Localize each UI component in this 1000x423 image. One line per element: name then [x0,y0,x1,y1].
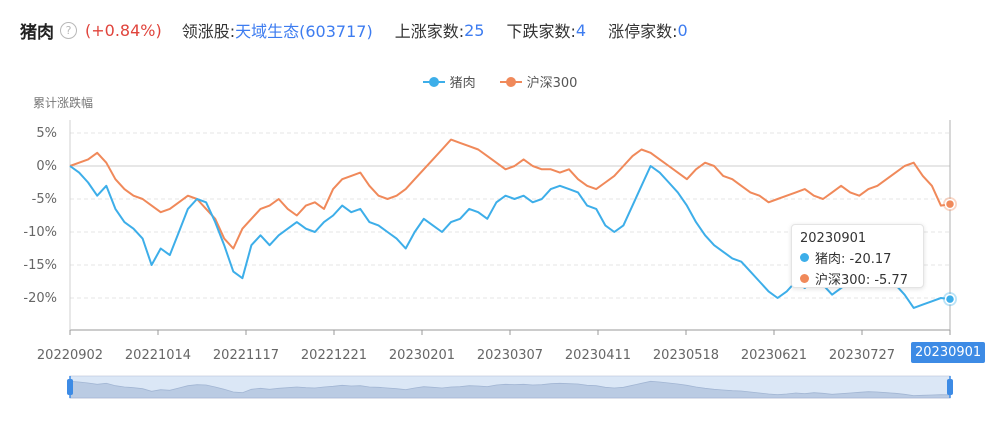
y-tick-label: -5% [32,192,57,207]
x-tick-label: 20220902 [37,348,103,363]
slider-handle-left [67,379,73,395]
legend-item-hs300[interactable]: 沪深300 [499,72,578,91]
lead-stock-link[interactable]: 天域生态(603717) [235,22,373,41]
legend-label-pork: 猪肉 [449,76,476,91]
grid-lines [70,132,950,299]
slider-preview-area [69,380,951,399]
chart-legend: 猪肉 沪深300 [0,72,1000,91]
legend-swatch-hs300 [499,76,522,87]
x-tick-label: 20230411 [565,348,631,363]
tooltip-hs300-value: 沪深300: -5.77 [815,273,908,288]
zoom-slider[interactable] [67,375,953,399]
x-tick-label: 20230621 [741,348,807,363]
tooltip-dot-pork [800,253,809,262]
x-tick-label: 20221117 [213,348,279,363]
x-tick-label: 20221221 [301,348,367,363]
limit-up-count-value: 0 [677,20,688,40]
tooltip-row-hs300: 沪深300: -5.77 [800,269,915,288]
header-bar: 猪肉 ? (+0.84%) 领涨股: 天域生态(603717) 上涨家数: 25… [20,16,710,44]
series-line [69,138,951,250]
y-tick-label: -15% [23,258,57,273]
y-tick-label: -10% [23,225,57,240]
slider-handle-right [947,379,953,395]
help-icon[interactable]: ? [60,21,77,39]
x-tick-label: 20230307 [477,348,543,363]
down-count-label: 下跌家数: [506,22,576,41]
endpoint-marker [944,293,956,305]
limit-up-count-label: 涨停家数: [608,22,678,41]
x-tick-label: 20221014 [125,348,191,363]
legend-swatch-pork [422,76,445,87]
x-tick-label: 20230201 [389,348,455,363]
down-count-value: 4 [575,20,587,40]
endpoint-marker [944,198,956,210]
y-tick-label: 5% [36,126,57,141]
x-axis-pointer-label: 20230901 [911,342,986,363]
slider-selection [70,376,950,398]
sector-name: 猪肉 [20,22,54,43]
x-tick-label: 20230727 [829,348,895,363]
legend-item-pork[interactable]: 猪肉 [422,72,476,91]
change-percent: (+0.84%) [85,20,162,40]
tooltip-date: 20230901 [800,231,867,246]
tooltip-pork-value: 猪肉: -20.17 [815,252,892,267]
y-tick-labels: 5% 0% -5% -10% -15% -20% [23,126,57,306]
tooltip-row-pork: 猪肉: -20.17 [800,248,915,267]
legend-label-hs300: 沪深300 [526,76,578,91]
up-count-value: 25 [464,20,485,40]
x-axis: 20220902 20221014 20221117 20221221 20230201… [37,120,951,363]
x-tick-label: 20230518 [653,348,719,363]
data-tooltip: 20230901 猪肉: -20.17 沪深300: -5.77 [791,224,924,288]
y-axis-title: 累计涨跌幅 [33,96,94,110]
up-count-label: 上涨家数: [394,22,465,41]
y-tick-label: -20% [23,291,57,306]
tooltip-dot-hs300 [800,274,809,283]
y-tick-label: 0% [36,159,57,174]
lead-stock-label: 领涨股: [181,22,236,41]
